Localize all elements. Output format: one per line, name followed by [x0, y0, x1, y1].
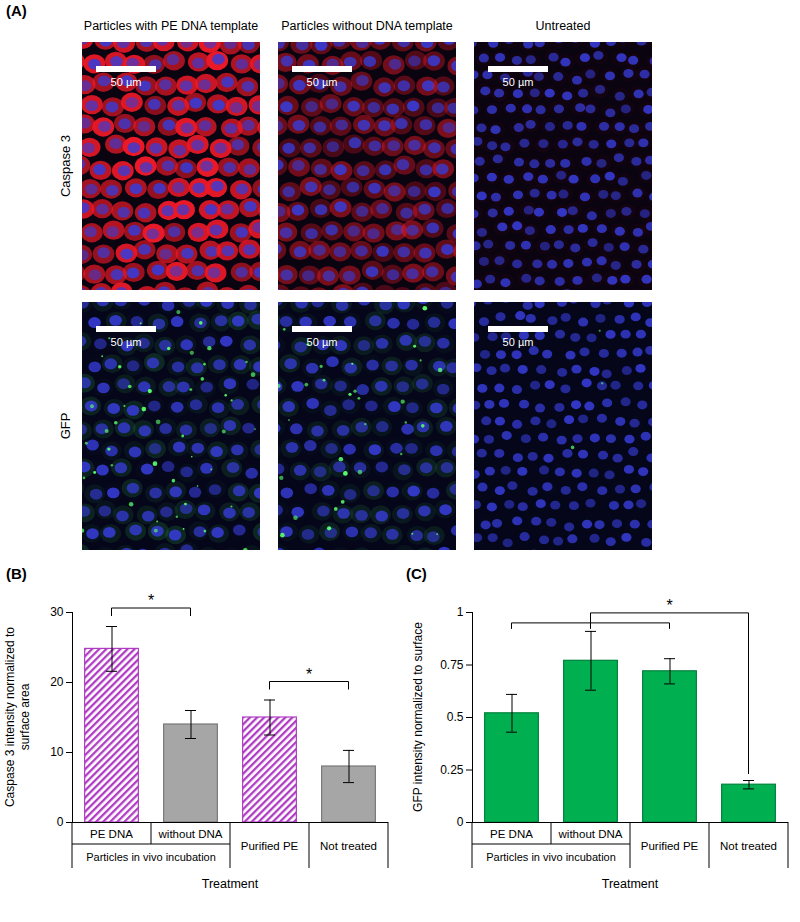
svg-text:GFP: GFP	[58, 413, 73, 440]
svg-text:Not treated: Not treated	[320, 840, 377, 852]
svg-text:Purified PE: Purified PE	[241, 840, 299, 852]
html-text:(C): (C)	[406, 565, 427, 582]
svg-text:Particles in vivo incubation: Particles in vivo incubation	[486, 851, 616, 863]
svg-text:PE DNA: PE DNA	[490, 828, 533, 840]
svg-text:Particles without DNA template: Particles without DNA template	[281, 19, 453, 33]
svg-text:surface area: surface area	[18, 683, 32, 750]
svg-text:1: 1	[457, 605, 464, 619]
svg-text:Particles with PE DNA template: Particles with PE DNA template	[84, 19, 258, 33]
svg-text:20: 20	[50, 675, 64, 689]
svg-text:Purified PE: Purified PE	[641, 840, 699, 852]
svg-text:0: 0	[457, 815, 464, 829]
svg-text:50 µm: 50 µm	[111, 76, 142, 88]
svg-text:Caspase 3: Caspase 3	[58, 135, 73, 197]
svg-text:(A): (A)	[6, 2, 27, 19]
svg-text:10: 10	[50, 745, 64, 759]
svg-text:50 µm: 50 µm	[111, 336, 142, 348]
html-text:(B): (B)	[6, 565, 27, 582]
svg-text:GFP intensity normalized to su: GFP intensity normalized to surface	[411, 622, 425, 812]
svg-text:0.25: 0.25	[440, 763, 464, 777]
svg-text:30: 30	[50, 605, 64, 619]
svg-text:0: 0	[57, 815, 64, 829]
svg-text:50 µm: 50 µm	[307, 336, 338, 348]
svg-text:50 µm: 50 µm	[503, 76, 534, 88]
svg-text:Not treated: Not treated	[720, 840, 777, 852]
svg-text:*: *	[148, 592, 154, 609]
svg-text:without DNA: without DNA	[158, 828, 223, 840]
svg-text:50 µm: 50 µm	[307, 76, 338, 88]
svg-text:50 µm: 50 µm	[503, 336, 534, 348]
svg-text:*: *	[666, 597, 672, 614]
svg-text:Treatment: Treatment	[202, 877, 259, 891]
svg-text:without DNA: without DNA	[558, 828, 623, 840]
svg-text:Particles in vivo incubation: Particles in vivo incubation	[86, 851, 216, 863]
svg-text:Untreated: Untreated	[536, 19, 591, 33]
svg-text:*: *	[306, 666, 312, 683]
svg-text:0.5: 0.5	[447, 710, 464, 724]
svg-text:Treatment: Treatment	[602, 877, 659, 891]
svg-text:PE DNA: PE DNA	[90, 828, 133, 840]
svg-text:Caspase 3 intensity normalized: Caspase 3 intensity normalized to	[3, 627, 17, 807]
svg-text:0.75: 0.75	[440, 658, 464, 672]
